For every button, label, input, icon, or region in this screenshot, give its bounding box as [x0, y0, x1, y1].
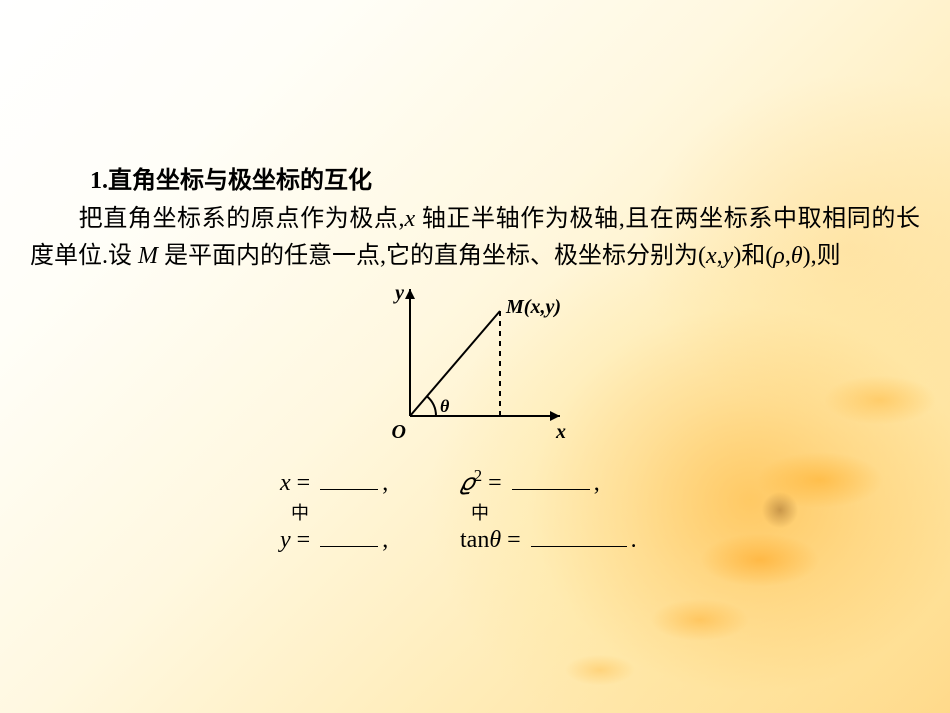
comma-x: ,: [382, 470, 388, 496]
blank-tan: [531, 523, 627, 547]
sym-tan: tan: [460, 527, 489, 553]
var-x2: x: [706, 243, 717, 269]
body-paragraph: 把直角坐标系的原点作为极点,x 轴正半轴作为极轴,且在两坐标系中取相同的长度单位…: [30, 201, 920, 275]
period: .: [631, 527, 637, 553]
blank-y: [320, 523, 378, 547]
sym-eq2: =: [482, 470, 508, 496]
sym-x: x: [280, 470, 291, 496]
svg-text:O: O: [392, 421, 406, 443]
blank-x: [320, 466, 378, 490]
formula-row-2: y = , tanθ = .: [30, 523, 920, 554]
sym-theta: θ: [489, 527, 501, 553]
para-seg3: 是平面内的任意一点,它的直角坐标、极坐标分别为(: [158, 243, 706, 269]
x-equals: x = ,: [260, 466, 460, 497]
formula-block: x = , 𝜚2 = , 中 中 y = , tanθ = .: [30, 466, 920, 554]
svg-text:x: x: [555, 421, 566, 443]
sym-rho: 𝜚: [460, 470, 474, 496]
para-seg1: 把直角坐标系的原点作为极点,: [78, 206, 405, 232]
y-equals: y = ,: [260, 523, 460, 554]
formula-note-row: 中 中: [52, 499, 920, 525]
svg-text:θ: θ: [440, 396, 450, 416]
comma-rho: ,: [594, 470, 600, 496]
sym-eq3: =: [291, 527, 317, 553]
var-theta: θ: [791, 243, 803, 269]
var-rho: ρ: [773, 243, 785, 269]
comma-y: ,: [382, 527, 388, 553]
var-M: M: [138, 243, 158, 269]
section-heading: 1.直角坐标与极坐标的互化: [90, 160, 920, 195]
diagram-container: y x Oθ M(x,y): [30, 281, 920, 456]
svg-text:M(x,y): M(x,y): [505, 296, 561, 318]
sym-eq4: =: [501, 527, 527, 553]
tan-equals: tanθ = .: [460, 523, 690, 554]
para-seg5: ),则: [803, 243, 841, 269]
rho2-equals: 𝜚2 = ,: [460, 466, 690, 497]
note-left: 中: [271, 499, 471, 525]
formula-row-1: x = , 𝜚2 = ,: [30, 466, 920, 497]
svg-text:y: y: [393, 282, 404, 304]
sym-sq: 2: [474, 466, 482, 485]
sym-y: y: [280, 527, 291, 553]
note-right: 中: [471, 499, 701, 525]
var-x: x: [405, 206, 416, 232]
para-seg4: )和(: [733, 243, 773, 269]
blank-rho: [512, 466, 590, 490]
var-y: y: [723, 243, 734, 269]
slide-content: 1.直角坐标与极坐标的互化 把直角坐标系的原点作为极点,x 轴正半轴作为极轴,且…: [0, 0, 950, 554]
sym-eq1: =: [291, 470, 317, 496]
coordinate-diagram: y x Oθ M(x,y): [380, 281, 570, 451]
